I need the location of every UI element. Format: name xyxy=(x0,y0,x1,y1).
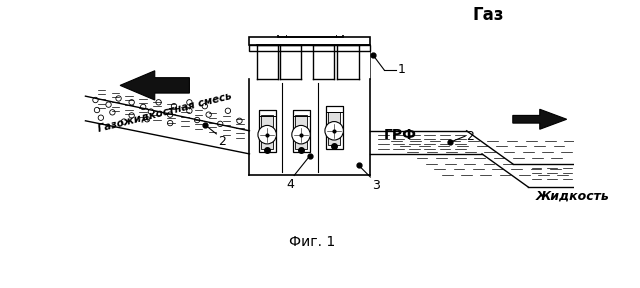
Text: Газ: Газ xyxy=(473,5,504,24)
Bar xyxy=(261,115,273,149)
Bar xyxy=(278,18,344,37)
Text: Газожидкостная смесь: Газожидкостная смесь xyxy=(97,90,233,133)
Text: Жидкость: Жидкость xyxy=(536,190,610,203)
Polygon shape xyxy=(513,109,566,129)
Bar xyxy=(250,37,371,45)
Bar xyxy=(259,110,276,152)
Bar xyxy=(250,45,371,51)
Bar xyxy=(328,111,340,145)
Circle shape xyxy=(258,125,276,144)
Bar xyxy=(295,115,307,149)
Text: 1: 1 xyxy=(397,63,405,77)
Polygon shape xyxy=(120,71,189,100)
Bar xyxy=(250,12,371,18)
Circle shape xyxy=(292,125,310,144)
Text: Фиг. 1: Фиг. 1 xyxy=(289,236,336,249)
Text: ГРФ: ГРФ xyxy=(383,128,417,142)
Text: 3: 3 xyxy=(372,179,380,192)
Bar xyxy=(326,106,342,149)
Text: 4: 4 xyxy=(287,178,294,191)
Bar xyxy=(259,110,276,116)
Bar xyxy=(292,110,310,152)
Circle shape xyxy=(325,122,344,140)
Text: 2: 2 xyxy=(467,130,474,143)
Bar xyxy=(326,106,342,112)
Bar xyxy=(292,110,310,116)
Text: 2: 2 xyxy=(218,135,226,148)
